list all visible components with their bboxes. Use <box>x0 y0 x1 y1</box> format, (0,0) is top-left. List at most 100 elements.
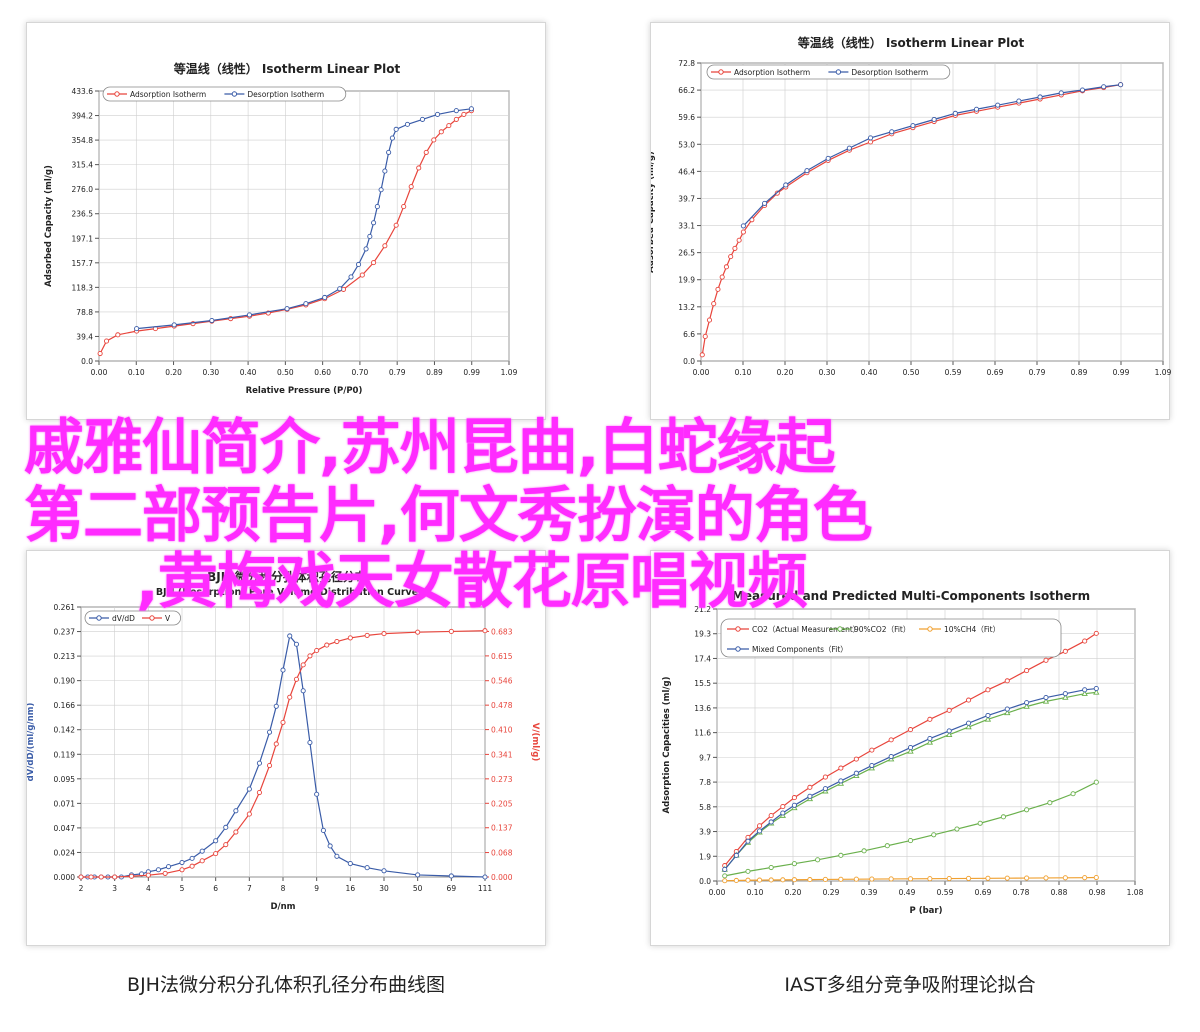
series-1 <box>134 106 474 332</box>
data-point <box>1024 700 1030 706</box>
series-0 <box>722 630 1099 869</box>
data-point <box>722 878 728 884</box>
data-point <box>1042 697 1050 704</box>
chart-title: BJH 微分积分孔体积孔径分布 <box>207 569 367 584</box>
data-point <box>966 697 972 703</box>
data-point <box>98 874 104 880</box>
legend-marker <box>735 626 741 632</box>
overlay-line-3: ,黄梅戏天女散花原唱视频 <box>136 547 808 617</box>
legend-marker <box>96 615 102 621</box>
legend-label: dV/dD <box>112 614 135 623</box>
data-point <box>1093 630 1099 636</box>
legend-marker <box>231 91 238 97</box>
data-point <box>347 635 353 641</box>
y-tick-label: 315.4 <box>72 161 94 170</box>
data-point <box>246 811 252 817</box>
legend: dV/dD V <box>84 610 181 626</box>
data-point <box>88 874 94 880</box>
data-point <box>952 110 958 116</box>
series-4 <box>722 779 1099 879</box>
data-point <box>482 874 488 880</box>
chart-bjh-pore-distribution: 2 3 4 5 6 7 8 9 16 30 50 69 111 0.000 0.024 0.047 0.071 0… <box>27 569 540 912</box>
data-point <box>966 720 972 726</box>
data-point <box>303 301 309 307</box>
data-point <box>1043 694 1049 701</box>
data-point <box>723 264 729 270</box>
data-point <box>468 106 474 112</box>
data-point <box>965 723 972 730</box>
data-point <box>1079 87 1086 93</box>
data-point <box>927 876 933 882</box>
data-point <box>461 111 467 117</box>
x-tick-label: 0.69 <box>975 888 992 897</box>
data-point <box>1016 98 1022 104</box>
x-tick-label: 1.09 <box>1155 368 1171 377</box>
data-point <box>415 629 421 635</box>
x-tick-label: 0.69 <box>987 368 1004 377</box>
x-tick-label: 0.00 <box>91 368 108 377</box>
data-point <box>155 867 161 873</box>
data-point <box>1004 875 1010 881</box>
y-tick-label: 26.5 <box>678 249 695 258</box>
chart-panel-isotherm-left: 0.00 0.10 0.20 0.30 0.40 0.50 0.60 0.70 0.79 0.89… <box>26 22 546 420</box>
y-right-tick-label: 0.341 <box>491 750 513 759</box>
legend: Adsorption Isotherm Desorption Isotherm <box>706 64 951 80</box>
data-point <box>791 795 797 801</box>
data-point <box>431 137 437 143</box>
x-tick-label: 0.20 <box>777 368 794 377</box>
data-point <box>807 877 813 883</box>
data-point <box>256 760 262 766</box>
chart-title: 等温线（线性） Isotherm Linear Plot <box>173 61 401 76</box>
data-point <box>1047 800 1053 806</box>
data-point <box>337 286 343 292</box>
data-point <box>1081 690 1088 696</box>
x-tick-label: 0.00 <box>709 888 726 897</box>
data-point <box>910 123 916 129</box>
plot-area: 2 3 4 5 6 7 8 9 16 30 50 69 111 0.000 0.024 0.047 0.071 0… <box>27 603 540 912</box>
x-tick-label: 0.79 <box>389 368 406 377</box>
data-point <box>213 838 219 844</box>
y-tick-label: 0.142 <box>54 726 76 735</box>
data-point <box>822 876 828 883</box>
legend-marker <box>149 615 155 621</box>
data-point <box>280 719 286 725</box>
y-tick-label: 0.0 <box>699 877 711 886</box>
y-tick-label: 21.2 <box>694 605 711 614</box>
data-point <box>846 145 852 151</box>
legend-label: 90%CO2（Fit） <box>854 625 910 634</box>
data-point <box>946 876 952 882</box>
data-point <box>415 872 421 878</box>
data-point <box>199 848 205 854</box>
data-point <box>768 819 774 825</box>
y-right-tick-label: 0.546 <box>491 677 513 686</box>
chart-iast-multicomponent: 0.00 0.10 0.20 0.29 0.39 0.49 0.59 0.69 0.78 0.88… <box>662 589 1144 916</box>
data-point <box>745 877 751 883</box>
data-point <box>112 874 118 880</box>
y-tick-label: 197.1 <box>72 234 94 243</box>
data-point <box>359 272 365 278</box>
y-tick-label: 0.261 <box>54 603 76 612</box>
data-point <box>419 116 426 122</box>
data-point <box>807 784 813 790</box>
x-tick-label: 0.20 <box>165 368 182 377</box>
y-tick-label: 46.4 <box>678 167 695 176</box>
legend-label: CO2（Actual Measurement） <box>752 625 860 634</box>
y-tick-label: 0.0 <box>81 357 93 366</box>
data-point <box>327 843 333 849</box>
data-point <box>977 820 983 826</box>
x-tick-label: 0.30 <box>819 368 836 377</box>
data-point <box>233 808 239 814</box>
data-point <box>1062 693 1069 700</box>
caption-left: BJH法微分积分孔体积孔径分布曲线图 <box>127 974 445 996</box>
data-point <box>115 332 121 338</box>
data-point <box>931 116 937 123</box>
data-point <box>745 868 751 874</box>
data-point <box>931 832 937 838</box>
data-point <box>699 352 705 358</box>
x-tick-label: 0.50 <box>277 368 294 377</box>
data-point <box>416 165 422 171</box>
data-point <box>347 861 353 867</box>
legend-label: Adsorption Isotherm <box>734 68 810 77</box>
y-tick-label: 0.071 <box>54 799 76 808</box>
data-point <box>888 876 894 882</box>
